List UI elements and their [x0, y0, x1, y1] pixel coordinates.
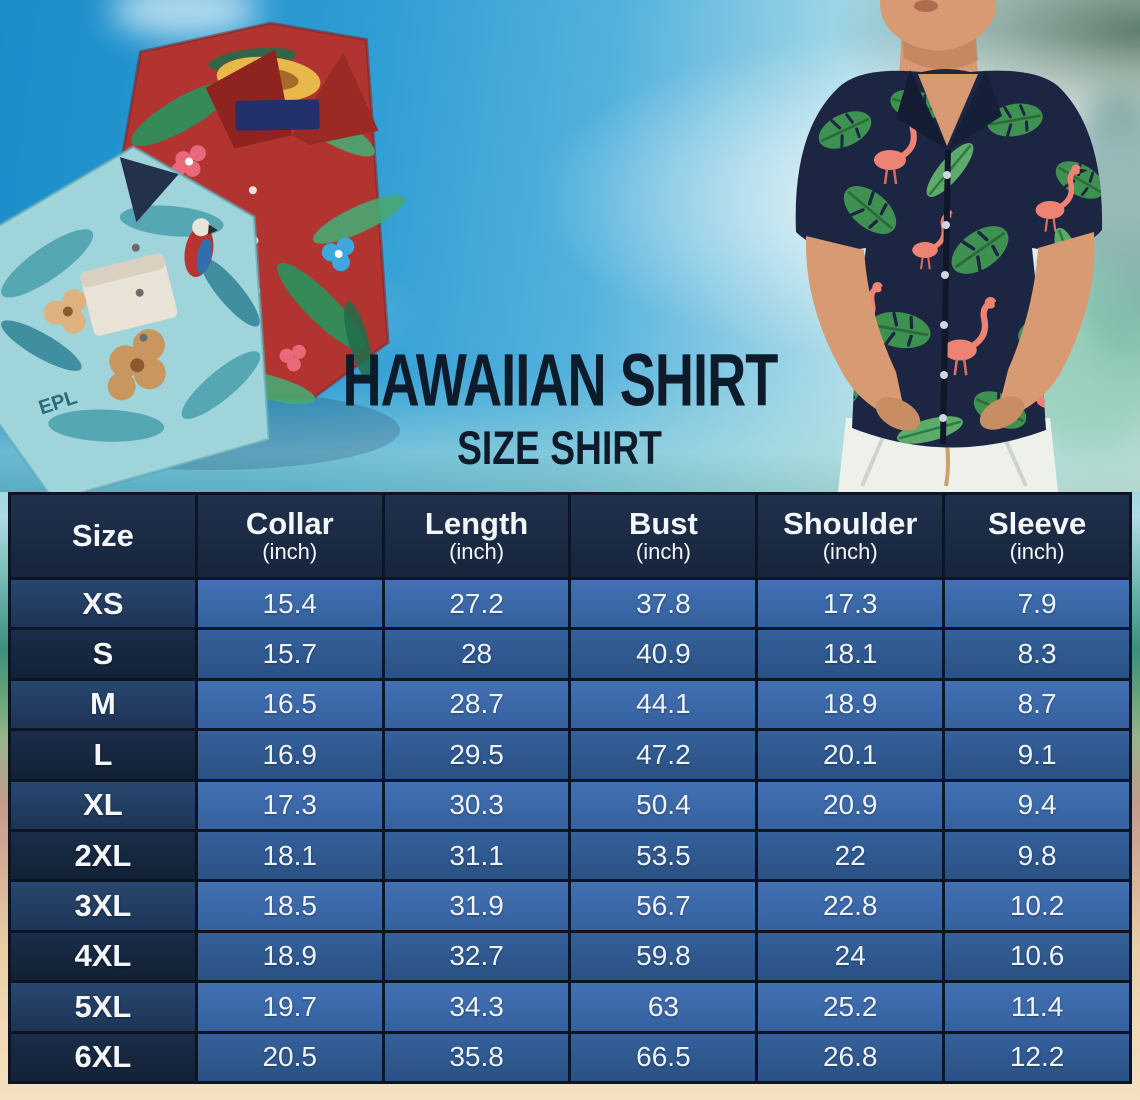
- value-cell: 8.7: [945, 680, 1129, 729]
- value-cell: 16.9: [197, 731, 382, 779]
- value-cell: 31.9: [384, 882, 569, 930]
- size-cell: L: [11, 731, 195, 779]
- value-cell: 35.8: [384, 1033, 569, 1081]
- value-cell: 30.3: [384, 781, 569, 829]
- value-cell: 34.3: [384, 983, 569, 1031]
- value-cell: 22.8: [758, 882, 943, 930]
- man-in-hawaiian-shirt-photo: [795, 0, 1103, 492]
- value-cell: 29.5: [384, 731, 569, 779]
- size-cell: S: [11, 630, 195, 678]
- value-cell: 18.1: [758, 630, 943, 678]
- value-cell: 44.1: [571, 680, 756, 729]
- header-cell-size: Size: [11, 495, 195, 577]
- flower-shapes: [171, 145, 355, 372]
- value-cell: 22: [758, 832, 943, 880]
- size-cell: XL: [11, 781, 195, 829]
- value-cell: 53.5: [571, 832, 756, 880]
- value-cell: 56.7: [571, 882, 756, 930]
- value-cell: 20.9: [758, 781, 943, 829]
- header-cell-length: Length (inch): [384, 495, 569, 577]
- value-cell: 26.8: [758, 1033, 943, 1081]
- title-block: HAWAIIAN SHIRT SIZE SHIRT: [318, 339, 802, 475]
- value-cell: 9.8: [945, 832, 1129, 880]
- header-cell-bust: Bust (inch): [571, 495, 756, 577]
- value-cell: 18.9: [758, 680, 943, 729]
- header-cell-shoulder: Shoulder (inch): [758, 495, 943, 577]
- value-cell: 18.9: [197, 932, 382, 981]
- size-cell: 5XL: [11, 983, 195, 1031]
- value-cell: 31.1: [384, 832, 569, 880]
- value-cell: 27.2: [384, 580, 569, 628]
- value-cell: 25.2: [758, 983, 943, 1031]
- page-title: HAWAIIAN SHIRT: [342, 339, 779, 423]
- parrot-shape: [184, 218, 218, 277]
- value-cell: 28: [384, 630, 569, 678]
- value-cell: 37.8: [571, 580, 756, 628]
- size-table: Size Collar (inch) Length (inch) Bust (inch…: [8, 492, 1132, 1084]
- value-cell: 8.3: [945, 630, 1129, 678]
- value-cell: 28.7: [384, 680, 569, 729]
- value-cell: 59.8: [571, 932, 756, 981]
- size-cell: 3XL: [11, 882, 195, 930]
- value-cell: 7.9: [945, 580, 1129, 628]
- value-cell: 18.1: [197, 832, 382, 880]
- teal-hawaiian-shirt: EPL: [0, 144, 271, 492]
- value-cell: 20.1: [758, 731, 943, 779]
- value-cell: 50.4: [571, 781, 756, 829]
- value-cell: 20.5: [197, 1033, 382, 1081]
- value-cell: 47.2: [571, 731, 756, 779]
- value-cell: 24: [758, 932, 943, 981]
- folded-shirts-photo: EPL: [0, 21, 405, 492]
- size-cell: 4XL: [11, 932, 195, 981]
- size-cell: 2XL: [11, 832, 195, 880]
- value-cell: 10.6: [945, 932, 1129, 981]
- value-cell: 17.3: [197, 781, 382, 829]
- value-cell: 16.5: [197, 680, 382, 729]
- value-cell: 19.7: [197, 983, 382, 1031]
- value-cell: 15.4: [197, 580, 382, 628]
- value-cell: 9.4: [945, 781, 1129, 829]
- value-cell: 66.5: [571, 1033, 756, 1081]
- value-cell: 40.9: [571, 630, 756, 678]
- value-cell: 32.7: [384, 932, 569, 981]
- size-cell: XS: [11, 580, 195, 628]
- value-cell: 11.4: [945, 983, 1129, 1031]
- value-cell: 63: [571, 983, 756, 1031]
- value-cell: 12.2: [945, 1033, 1129, 1081]
- value-cell: 17.3: [758, 580, 943, 628]
- size-cell: 6XL: [11, 1033, 195, 1081]
- value-cell: 18.5: [197, 882, 382, 930]
- header-cell-sleeve: Sleeve (inch): [945, 495, 1129, 577]
- page-subtitle: SIZE SHIRT: [457, 422, 663, 476]
- header-cell-collar: Collar (inch): [197, 495, 382, 577]
- value-cell: 9.1: [945, 731, 1129, 779]
- size-cell: M: [11, 680, 195, 729]
- value-cell: 15.7: [197, 630, 382, 678]
- value-cell: 10.2: [945, 882, 1129, 930]
